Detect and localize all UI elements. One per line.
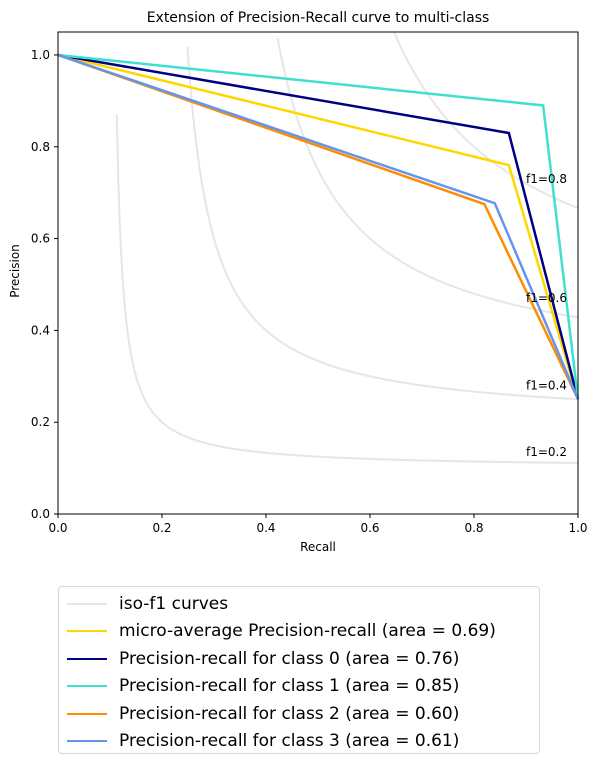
y-tick-label: 0.4 [31,323,50,337]
legend-label: Precision-recall for class 3 (area = 0.6… [119,731,459,751]
y-tick-label: 0.6 [31,232,50,246]
series-line-2 [58,55,578,399]
x-tick-label: 0.0 [48,521,67,535]
x-tick-label: 0.6 [360,521,379,535]
x-tick-label: 0.8 [464,521,483,535]
y-tick-label: 0.8 [31,140,50,154]
iso-f1-label: f1=0.8 [526,172,567,186]
y-tick-label: 1.0 [31,48,50,62]
x-tick-label: 1.0 [568,521,587,535]
legend-label: micro-average Precision-recall (area = 0… [119,621,496,641]
legend-item: Precision-recall for class 2 (area = 0.6… [59,700,539,728]
legend-item: Precision-recall for class 1 (area = 0.8… [59,673,539,701]
chart-title: Extension of Precision-Recall curve to m… [147,10,490,26]
legend-label: Precision-recall for class 0 (area = 0.7… [119,649,459,669]
legend-label: iso-f1 curves [119,594,228,614]
series-line-1 [58,55,578,399]
y-tick-label: 0.2 [31,415,50,429]
legend-label: Precision-recall for class 1 (area = 0.8… [119,676,459,696]
legend-swatch [67,713,107,715]
series-layer [58,55,578,399]
x-tick-label: 0.2 [152,521,171,535]
y-tick-label: 0.0 [31,507,50,521]
plot-frame [58,32,578,514]
legend-item: Precision-recall for class 0 (area = 0.7… [59,645,539,673]
legend-swatch [67,603,107,605]
legend-swatch [67,740,107,742]
legend: iso-f1 curves micro-average Precision-rec… [58,586,540,754]
series-line-4 [58,55,578,399]
series-line-3 [58,55,578,399]
iso-f1-label: f1=0.2 [526,445,567,459]
iso-f1-label: f1=0.4 [526,378,567,392]
series-line-0 [58,55,578,399]
legend-item: micro-average Precision-recall (area = 0… [59,618,539,646]
legend-item: Precision-recall for class 3 (area = 0.6… [59,728,539,756]
annotation-layer: f1=0.2 f1=0.4 f1=0.6 f1=0.8 [526,172,567,459]
pr-chart: Extension of Precision-Recall curve to m… [0,0,599,580]
legend-label: Precision-recall for class 2 (area = 0.6… [119,704,459,724]
legend-swatch [67,630,107,632]
legend-swatch [67,658,107,660]
x-tick-label: 0.4 [256,521,275,535]
legend-item: iso-f1 curves [59,590,539,618]
y-axis-label: Precision [8,244,22,298]
iso-f1-label: f1=0.6 [526,291,567,305]
legend-swatch [67,685,107,687]
x-axis-label: Recall [300,540,336,554]
